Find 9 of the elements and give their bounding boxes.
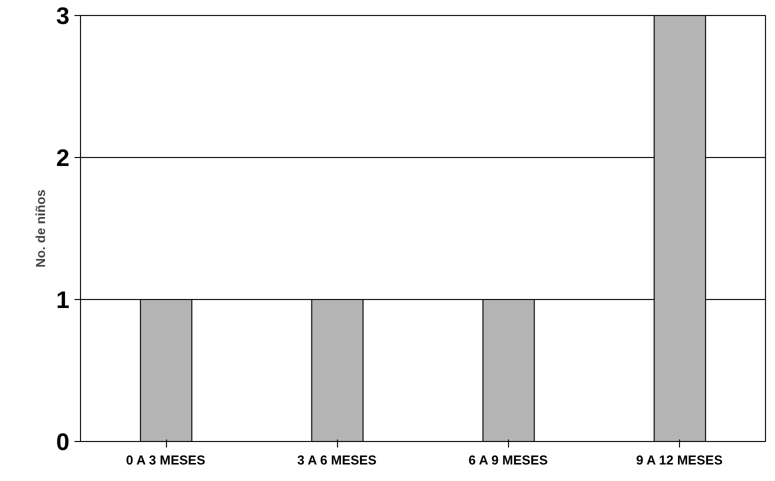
x-tick-label: 9 A 12 MESES: [636, 452, 723, 468]
y-tick-label: 3: [56, 3, 70, 30]
x-tick-label: 3 A 6 MESES: [297, 452, 377, 468]
y-tick-label: 2: [56, 145, 70, 172]
x-tick-label: 0 A 3 MESES: [126, 452, 206, 468]
y-axis-title: No. de niños: [33, 190, 48, 268]
x-tick-label: 6 A 9 MESES: [468, 452, 548, 468]
y-tick-label: 0: [56, 429, 70, 456]
y-tick-label: 1: [56, 287, 70, 314]
